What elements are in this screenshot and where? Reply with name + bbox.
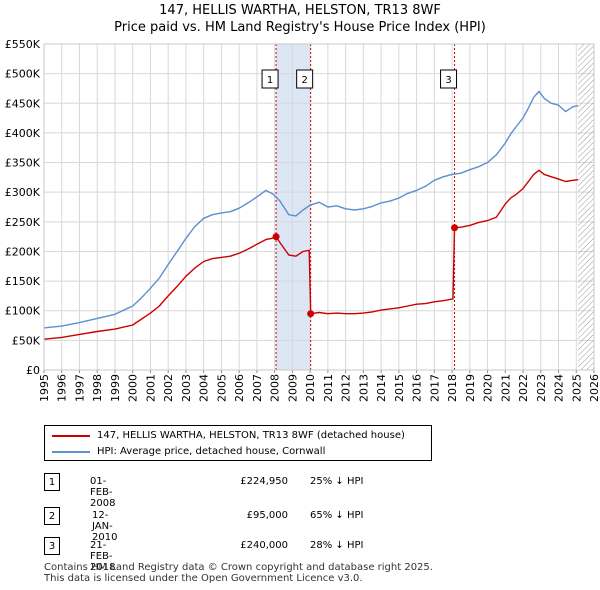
x-tick-label: 2018 xyxy=(446,374,459,402)
marker-box xyxy=(440,69,458,89)
forecast-hatch xyxy=(578,44,594,370)
legend-red-line xyxy=(52,435,90,437)
transaction-delta: 28% ↓ HPI xyxy=(310,540,364,551)
x-tick-label: 2017 xyxy=(428,374,441,402)
chart-subtitle: Price paid vs. HM Land Registry's House … xyxy=(114,20,486,35)
x-tick-label: 2023 xyxy=(535,374,548,402)
x-tick-label: 2012 xyxy=(340,374,353,402)
x-tick-label: 2025 xyxy=(570,374,583,402)
y-tick-label: £350K xyxy=(5,157,41,170)
x-tick-label: 2002 xyxy=(162,374,175,402)
x-tick-label: 2013 xyxy=(357,374,370,402)
x-tick-label: 2011 xyxy=(322,374,335,402)
marker-label: 1 xyxy=(267,75,273,86)
footer: Contains HM Land Registry data © Crown c… xyxy=(44,562,433,584)
x-tick-label: 1996 xyxy=(56,374,69,402)
x-tick-label: 2022 xyxy=(517,374,530,402)
y-tick-label: £250K xyxy=(5,216,41,229)
y-tick-label: £300K xyxy=(5,186,41,199)
x-tick-label: 2026 xyxy=(588,374,600,402)
x-tick-label: 2010 xyxy=(304,374,317,402)
chart-title: 147, HELLIS WARTHA, HELSTON, TR13 8WF xyxy=(159,3,441,18)
plot-area xyxy=(44,44,594,370)
marker-box xyxy=(296,69,314,89)
x-tick-label: 2016 xyxy=(411,374,424,402)
marker-label: 3 xyxy=(445,75,451,86)
legend-property-label: 147, HELLIS WARTHA, HELSTON, TR13 8WF (d… xyxy=(97,430,405,441)
x-tick-label: 2024 xyxy=(553,374,566,402)
x-tick-label: 1995 xyxy=(38,374,51,402)
y-tick-label: £400K xyxy=(5,127,41,140)
y-tick-label: £0 xyxy=(26,364,40,377)
legend-hpi-label: HPI: Average price, detached house, Corn… xyxy=(97,446,326,457)
transaction-number: 2 xyxy=(44,507,60,525)
x-tick-label: 2007 xyxy=(251,374,264,402)
shaded-period xyxy=(276,44,311,370)
sale-marker-box: 3 xyxy=(440,69,458,89)
transaction-delta: 25% ↓ HPI xyxy=(310,476,364,487)
transaction-delta: 65% ↓ HPI xyxy=(310,510,364,521)
x-tick-label: 2001 xyxy=(144,374,157,402)
x-tick-label: 1999 xyxy=(109,374,122,402)
transaction-price: £224,950 xyxy=(240,476,288,487)
marker-label: 2 xyxy=(301,75,307,86)
x-tick-label: 2014 xyxy=(375,374,388,402)
marker-box xyxy=(261,69,279,89)
sale-point xyxy=(307,310,315,318)
y-tick-label: £150K xyxy=(5,275,41,288)
price-chart: 1 2 3 £0 £50K £100K £150K £200K £250K £300K £350K… xyxy=(5,38,600,402)
transaction-date: 01-FEB-2008 xyxy=(90,476,116,509)
sale-marker-box: 1 xyxy=(261,69,279,89)
sale-marker-box: 2 xyxy=(296,69,314,89)
x-tick-label: 2004 xyxy=(198,374,211,402)
y-tick-label: £450K xyxy=(5,97,41,110)
x-tick-label: 2008 xyxy=(269,374,282,402)
transaction-number: 3 xyxy=(44,537,60,555)
x-tick-label: 1997 xyxy=(73,374,86,402)
transaction-price: £240,000 xyxy=(240,540,288,551)
transaction-price: £95,000 xyxy=(246,510,288,521)
x-tick-label: 2000 xyxy=(127,374,140,402)
transaction-date: 12-JAN-2010 xyxy=(92,510,118,543)
x-tick-label: 2005 xyxy=(215,374,228,402)
x-tick-label: 2021 xyxy=(499,374,512,402)
footer-licence: This data is licensed under the Open Gov… xyxy=(44,573,363,584)
sale-point xyxy=(272,233,280,241)
plot-border xyxy=(43,43,595,371)
x-tick-label: 2003 xyxy=(180,374,193,402)
x-tick-label: 2006 xyxy=(233,374,246,402)
x-tick-label: 2020 xyxy=(482,374,495,402)
y-tick-label: £200K xyxy=(5,245,41,258)
x-tick-label: 2015 xyxy=(393,374,406,402)
transaction-date: 21-FEB-2018 xyxy=(90,540,116,573)
x-tick-label: 2009 xyxy=(286,374,299,402)
transaction-number: 1 xyxy=(44,473,60,491)
footer-copyright: Contains HM Land Registry data © Crown c… xyxy=(44,562,433,573)
x-tick-label: 2019 xyxy=(464,374,477,402)
hpi-line xyxy=(43,90,579,329)
legend: 147, HELLIS WARTHA, HELSTON, TR13 8WF (d… xyxy=(44,425,432,461)
x-tick-label: 1998 xyxy=(91,374,104,402)
sale-point xyxy=(451,224,459,232)
y-tick-label: £50K xyxy=(12,334,41,347)
y-tick-label: £500K xyxy=(5,68,41,81)
y-tick-label: £100K xyxy=(5,305,41,318)
legend-blue-line xyxy=(52,451,90,453)
property-price-line xyxy=(43,169,579,340)
y-tick-label: £550K xyxy=(5,38,41,51)
